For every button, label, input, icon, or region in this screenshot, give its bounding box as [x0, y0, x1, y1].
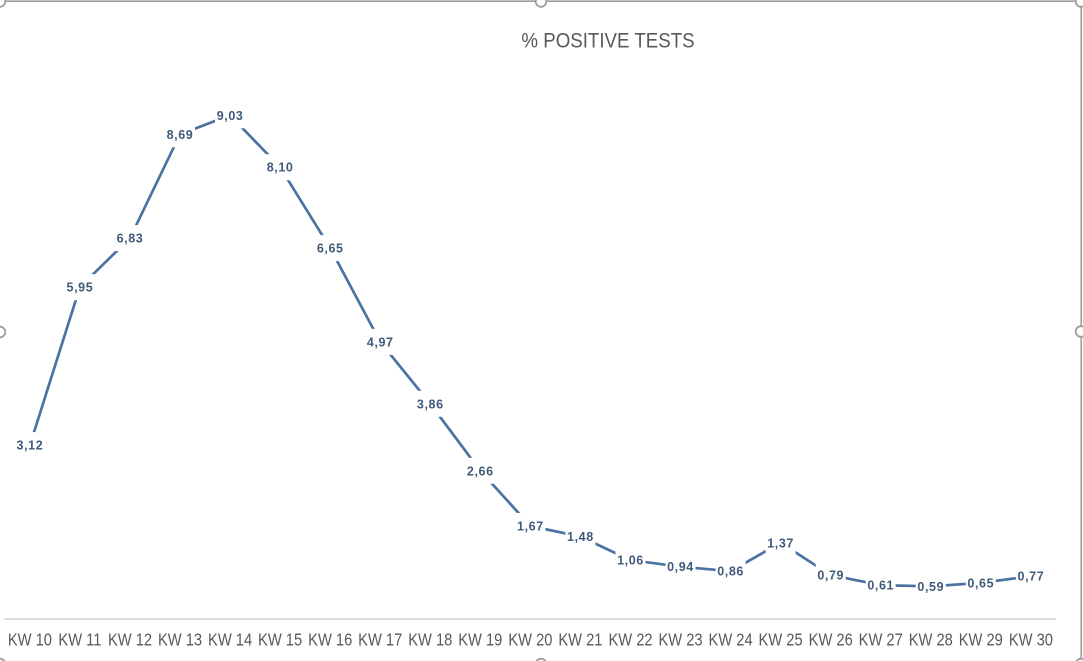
- svg-text:0,59: 0,59: [917, 580, 944, 594]
- svg-text:5,95: 5,95: [67, 281, 94, 295]
- svg-text:KW 21: KW 21: [558, 630, 602, 649]
- svg-text:1,67: 1,67: [517, 520, 544, 534]
- svg-text:KW 18: KW 18: [408, 630, 452, 649]
- svg-text:KW 20: KW 20: [508, 630, 552, 649]
- svg-text:0,65: 0,65: [967, 576, 994, 590]
- svg-text:KW 29: KW 29: [959, 630, 1003, 649]
- svg-text:KW 22: KW 22: [608, 630, 652, 649]
- svg-text:KW 26: KW 26: [809, 630, 853, 649]
- svg-text:KW 25: KW 25: [759, 630, 803, 649]
- svg-text:KW 12: KW 12: [108, 630, 152, 649]
- svg-text:KW 24: KW 24: [709, 630, 753, 649]
- svg-text:KW 16: KW 16: [308, 630, 352, 649]
- svg-text:3,86: 3,86: [417, 397, 444, 411]
- svg-text:KW 30: KW 30: [1009, 630, 1053, 649]
- svg-text:KW 23: KW 23: [658, 630, 702, 649]
- svg-text:KW 13: KW 13: [158, 630, 202, 649]
- svg-text:3,12: 3,12: [17, 439, 44, 453]
- svg-text:8,10: 8,10: [267, 161, 294, 175]
- svg-text:6,83: 6,83: [117, 232, 144, 246]
- svg-text:0,94: 0,94: [667, 560, 694, 574]
- svg-text:KW 15: KW 15: [258, 630, 302, 649]
- svg-text:2,66: 2,66: [467, 464, 494, 478]
- svg-text:KW 28: KW 28: [909, 630, 953, 649]
- svg-text:8,69: 8,69: [167, 128, 194, 142]
- svg-text:KW 27: KW 27: [859, 630, 903, 649]
- svg-text:% POSITIVE TESTS: % POSITIVE TESTS: [521, 29, 694, 52]
- svg-text:0,79: 0,79: [817, 569, 844, 583]
- svg-text:1,37: 1,37: [767, 536, 794, 550]
- svg-text:KW 11: KW 11: [58, 630, 101, 649]
- svg-text:KW 19: KW 19: [458, 630, 502, 649]
- svg-text:1,06: 1,06: [617, 554, 644, 568]
- svg-text:0,77: 0,77: [1018, 570, 1045, 584]
- svg-text:KW 10: KW 10: [8, 630, 52, 649]
- svg-text:KW 17: KW 17: [358, 630, 402, 649]
- svg-text:9,03: 9,03: [217, 109, 244, 123]
- svg-text:6,65: 6,65: [317, 242, 344, 256]
- svg-text:1,48: 1,48: [567, 530, 594, 544]
- svg-text:KW 14: KW 14: [208, 630, 252, 649]
- svg-text:4,97: 4,97: [367, 335, 394, 349]
- svg-text:0,61: 0,61: [867, 579, 894, 593]
- svg-text:0,86: 0,86: [717, 565, 744, 579]
